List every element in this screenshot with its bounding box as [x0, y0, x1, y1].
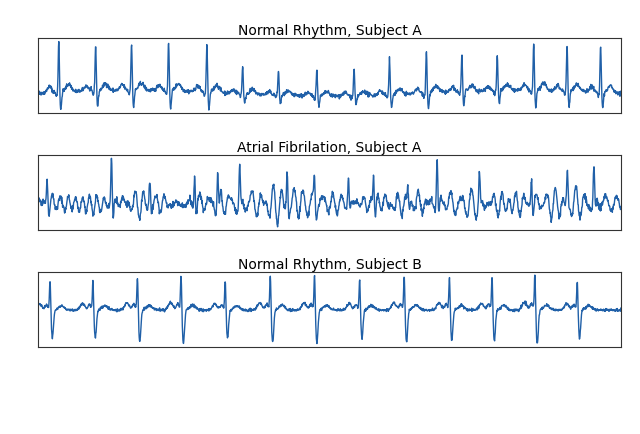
Title: Normal Rhythm, Subject B: Normal Rhythm, Subject B [237, 257, 422, 271]
Title: Atrial Fibrilation, Subject A: Atrial Fibrilation, Subject A [237, 141, 422, 155]
Title: Normal Rhythm, Subject A: Normal Rhythm, Subject A [237, 24, 422, 38]
